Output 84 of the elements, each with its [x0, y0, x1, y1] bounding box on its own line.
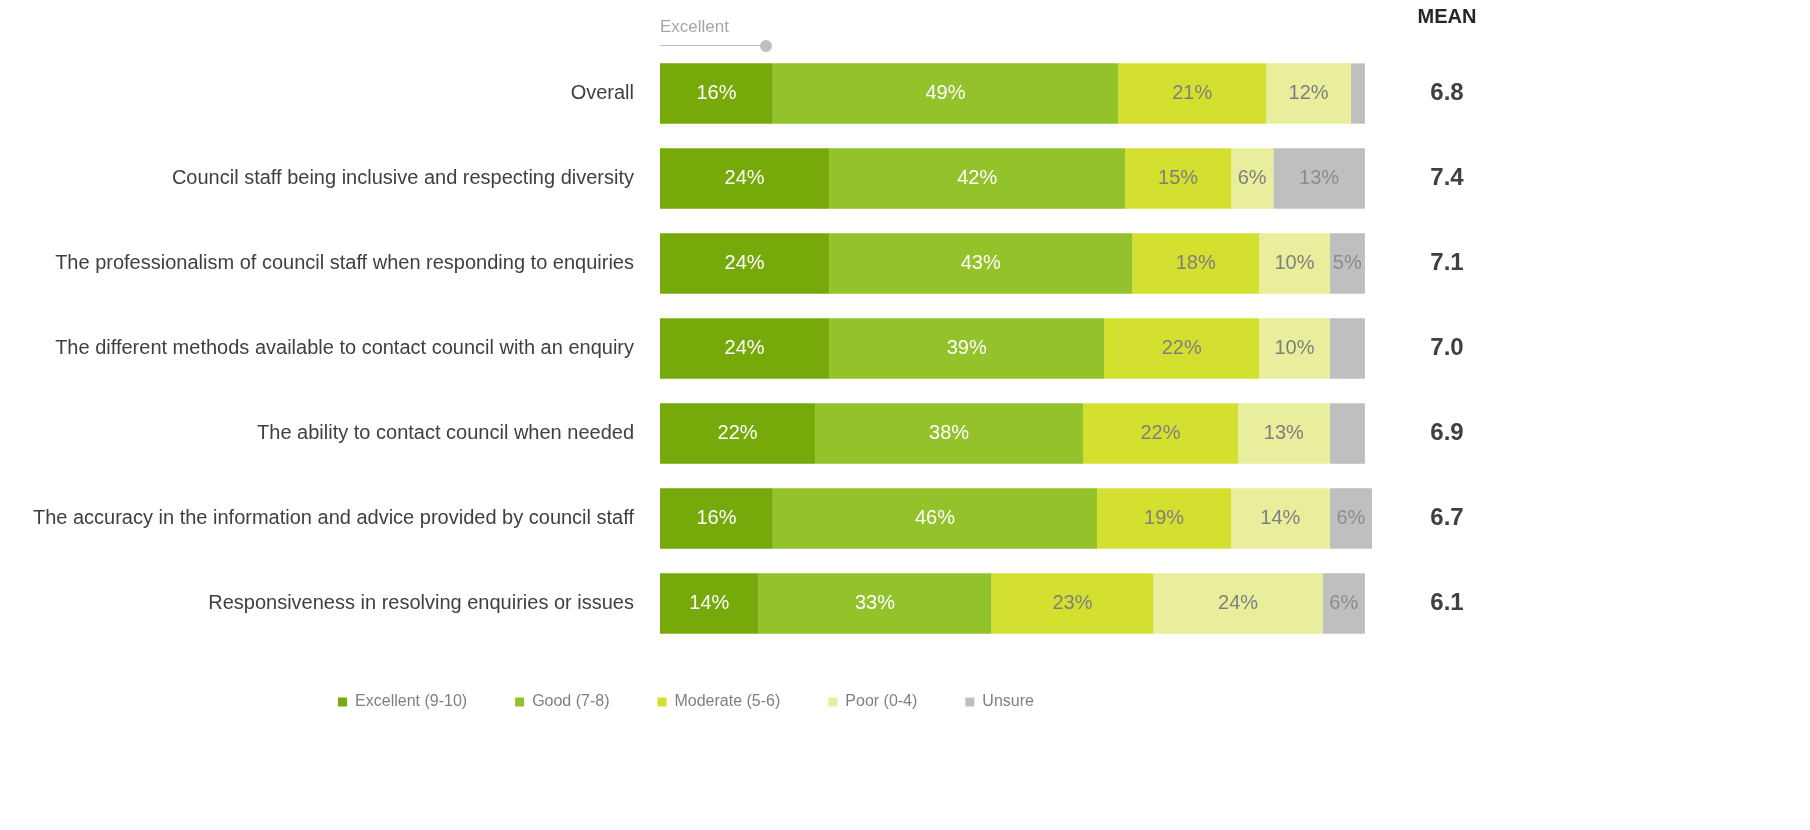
bar	[1329, 488, 1372, 549]
y-tick-label: Responsiveness in resolving enquiries or issues	[208, 591, 634, 614]
bar	[829, 148, 1126, 209]
data-label: 24%	[724, 336, 765, 359]
y-tick-label: The ability to contact council when needed	[257, 421, 634, 444]
bar	[815, 403, 1083, 464]
bar	[758, 573, 992, 634]
data-label: 43%	[960, 251, 1001, 274]
legend-label: Excellent (9-10)	[355, 692, 468, 710]
bar	[772, 488, 1098, 549]
bar	[1259, 233, 1330, 294]
bar	[660, 233, 830, 294]
bar	[660, 403, 816, 464]
bar	[1238, 403, 1330, 464]
data-label: 13%	[1263, 421, 1305, 444]
bar	[1329, 318, 1365, 379]
text: 7.1	[1430, 248, 1464, 276]
data-label: 38%	[929, 421, 970, 444]
bar	[1125, 148, 1232, 209]
data-label: 23%	[1052, 591, 1093, 614]
bar	[829, 318, 1105, 379]
data-label: 19%	[1144, 506, 1185, 529]
bar	[1231, 488, 1330, 549]
data-label: 24%	[724, 251, 765, 274]
bar	[660, 148, 830, 209]
legend-label: Moderate (5-6)	[674, 692, 781, 710]
bar	[1104, 318, 1260, 379]
y-tick-label: The professionalism of council staff when responding to enquiries	[55, 251, 634, 274]
data-label: 12%	[1288, 81, 1329, 104]
data-label: 16%	[696, 81, 737, 104]
data-label: 46%	[914, 506, 956, 529]
data-label: 24%	[724, 166, 765, 189]
data-label: 6%	[1237, 166, 1267, 189]
bar	[1266, 63, 1351, 124]
bar	[660, 488, 773, 549]
bar	[1329, 403, 1365, 464]
bar	[1231, 148, 1274, 209]
data-label: 33%	[854, 591, 896, 614]
bar	[660, 573, 759, 634]
data-label: 22%	[1161, 336, 1202, 359]
data-label: 49%	[925, 81, 966, 104]
data-label: 15%	[1158, 166, 1199, 189]
text: Excellent	[660, 16, 730, 36]
data-label: 22%	[1140, 421, 1181, 444]
data-label: 14%	[1260, 506, 1301, 529]
data-label: 10%	[1274, 336, 1315, 359]
data-label: 10%	[1274, 251, 1315, 274]
legend-label: Unsure	[982, 692, 1035, 710]
bar	[660, 63, 773, 124]
bar	[1350, 63, 1365, 124]
bar	[1273, 148, 1365, 209]
text: 6.9	[1430, 418, 1464, 446]
text: MEAN	[1417, 4, 1477, 27]
bar	[1097, 488, 1232, 549]
legend-label: Poor (0-4)	[845, 692, 918, 710]
data-label: 39%	[946, 336, 987, 359]
y-tick-label: Overall	[570, 81, 634, 104]
bar	[660, 318, 830, 379]
bar	[1322, 573, 1365, 634]
legend-label: Good (7-8)	[532, 692, 610, 710]
text: 7.4	[1430, 163, 1465, 191]
text: 6.7	[1430, 503, 1464, 531]
bar	[991, 573, 1154, 634]
text: 7.0	[1430, 333, 1464, 361]
y-tick-label: The different methods available to contact council with an enquiry	[55, 336, 634, 359]
text: 6.8	[1430, 78, 1464, 106]
bar	[1082, 403, 1239, 464]
data-label: 21%	[1172, 81, 1213, 104]
y-tick-label: The accuracy in the information and advice provided by council staff	[32, 506, 635, 529]
y-tick-label: Council staff being inclusive and respecting diversity	[171, 166, 634, 189]
data-label: 22%	[717, 421, 758, 444]
bar	[1259, 318, 1330, 379]
data-label: 14%	[689, 591, 730, 614]
data-label: 16%	[696, 506, 737, 529]
data-label: 24%	[1218, 591, 1259, 614]
bar	[1153, 573, 1323, 634]
bar	[1118, 63, 1267, 124]
bar	[772, 63, 1119, 124]
bar	[1132, 233, 1260, 294]
data-label: 18%	[1175, 251, 1216, 274]
bar	[829, 233, 1133, 294]
data-label: 42%	[957, 166, 998, 189]
bar	[1329, 233, 1365, 294]
text: 6.1	[1430, 588, 1464, 616]
